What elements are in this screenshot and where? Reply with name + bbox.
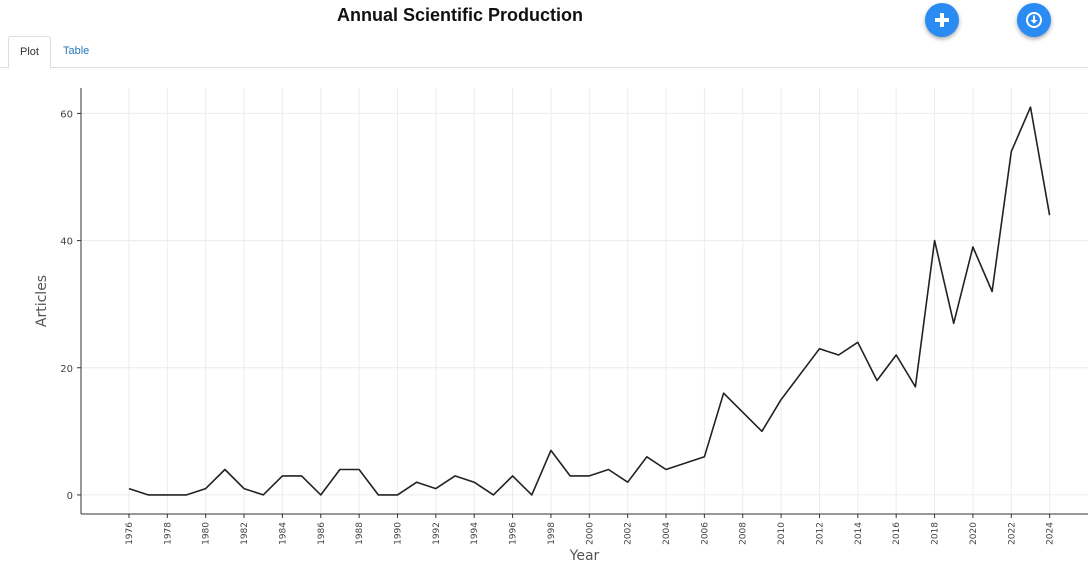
x-tick-label: 2020 — [969, 522, 979, 545]
y-tick-label: 0 — [67, 491, 73, 502]
add-button[interactable] — [925, 3, 959, 37]
tab-bar: Plot Table — [0, 36, 1088, 69]
x-tick-label: 2016 — [892, 522, 902, 545]
x-tick-label: 2000 — [585, 522, 595, 545]
x-tick-label: 1976 — [125, 522, 135, 545]
x-tick-label: 1996 — [509, 522, 519, 545]
x-tick-label: 2004 — [662, 522, 672, 545]
x-tick-label: 1982 — [240, 522, 250, 545]
download-button[interactable] — [1017, 3, 1051, 37]
x-tick-label: 2012 — [815, 522, 825, 545]
x-tick-label: 1998 — [547, 522, 557, 545]
grid-lines — [81, 88, 1088, 514]
x-tick-label: 2024 — [1046, 522, 1056, 545]
plus-icon — [935, 13, 949, 27]
x-tick-label: 2014 — [854, 522, 864, 545]
line-chart: 0 20 40 60 1976 1978 1980 1982 1984 1986 1988 1990… — [34, 88, 1088, 564]
x-tick-label: 1992 — [432, 522, 442, 545]
y-axis-label: Articles — [34, 275, 50, 327]
x-tick-label: 1986 — [317, 522, 327, 545]
x-tick-label: 2008 — [739, 522, 749, 545]
series-line — [128, 106, 1051, 496]
x-tick-label: 2002 — [624, 522, 634, 545]
y-tick-label: 20 — [60, 364, 73, 375]
x-tick-label: 2022 — [1007, 522, 1017, 545]
x-tick-label: 2018 — [931, 522, 941, 545]
x-tick-label: 2010 — [777, 522, 787, 545]
x-tick-label: 1980 — [202, 522, 212, 545]
y-tick-labels: 0 20 40 60 — [60, 109, 81, 502]
x-tick-label: 1988 — [355, 522, 365, 545]
x-tick-label: 1994 — [470, 522, 480, 545]
y-tick-label: 40 — [60, 237, 73, 248]
download-icon — [1026, 12, 1042, 28]
tab-plot[interactable]: Plot — [8, 36, 51, 69]
x-tick-label: 1984 — [278, 522, 288, 545]
tab-table[interactable]: Table — [63, 45, 90, 57]
x-axis-label: Year — [569, 548, 600, 564]
x-tick-label: 1978 — [163, 522, 173, 545]
x-tick-labels: 1976 1978 1980 1982 1984 1986 1988 1990 1992 1994… — [125, 514, 1056, 545]
y-tick-label: 60 — [60, 109, 73, 120]
page-title: Annual Scientific Production — [336, 5, 583, 25]
x-tick-label: 2006 — [700, 522, 710, 545]
x-tick-label: 1990 — [393, 522, 403, 545]
